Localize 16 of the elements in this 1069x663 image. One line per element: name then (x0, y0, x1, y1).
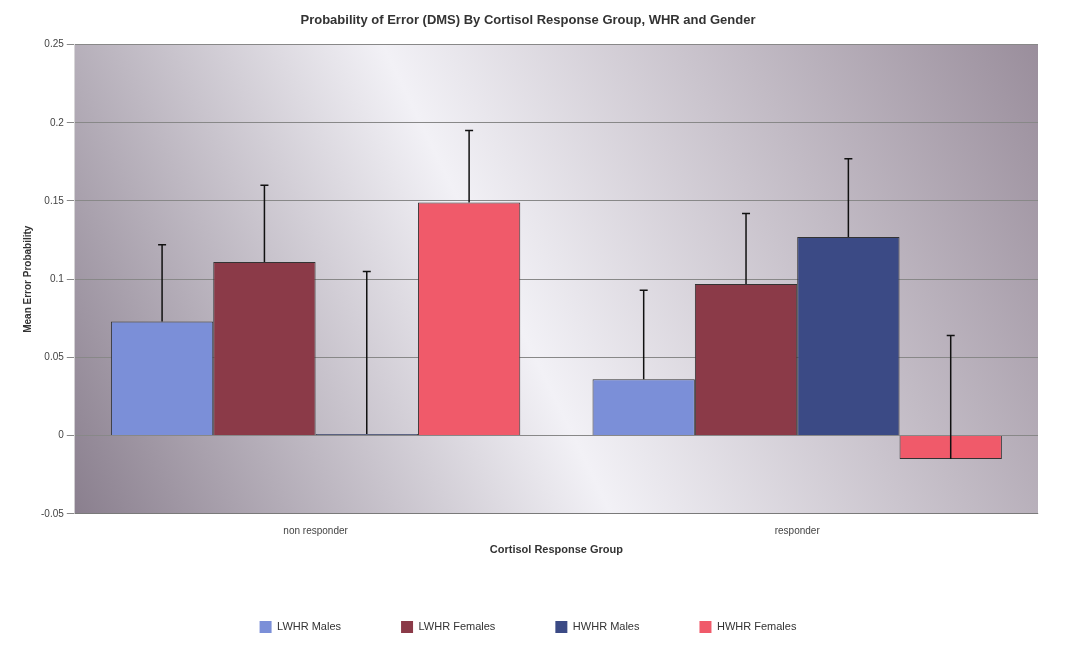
legend-label: HWHR Males (572, 620, 640, 633)
y-tick-label: 0 (58, 429, 65, 441)
y-axis-title: Mean Error Probability (21, 225, 33, 333)
y-tick-label: -0.05 (41, 507, 65, 519)
y-tick-label: 0.1 (49, 272, 65, 284)
chart-title: Probability of Error (DMS) By Cortisol Response Group, WHR and Gender (300, 12, 756, 28)
legend-label: LWHR Females (418, 620, 496, 633)
x-tick-label: non responder (283, 524, 349, 536)
x-axis-title: Cortisol Response Group (489, 543, 624, 556)
legend-label: HWHR Females (716, 620, 797, 633)
y-tick-label: 0.15 (44, 194, 65, 206)
x-tick-label: responder (774, 524, 821, 536)
legend-label: LWHR Males (277, 620, 342, 633)
y-tick-label: 0.25 (44, 38, 65, 50)
y-tick-label: 0.2 (49, 116, 65, 128)
y-tick-label: 0.05 (44, 351, 65, 363)
